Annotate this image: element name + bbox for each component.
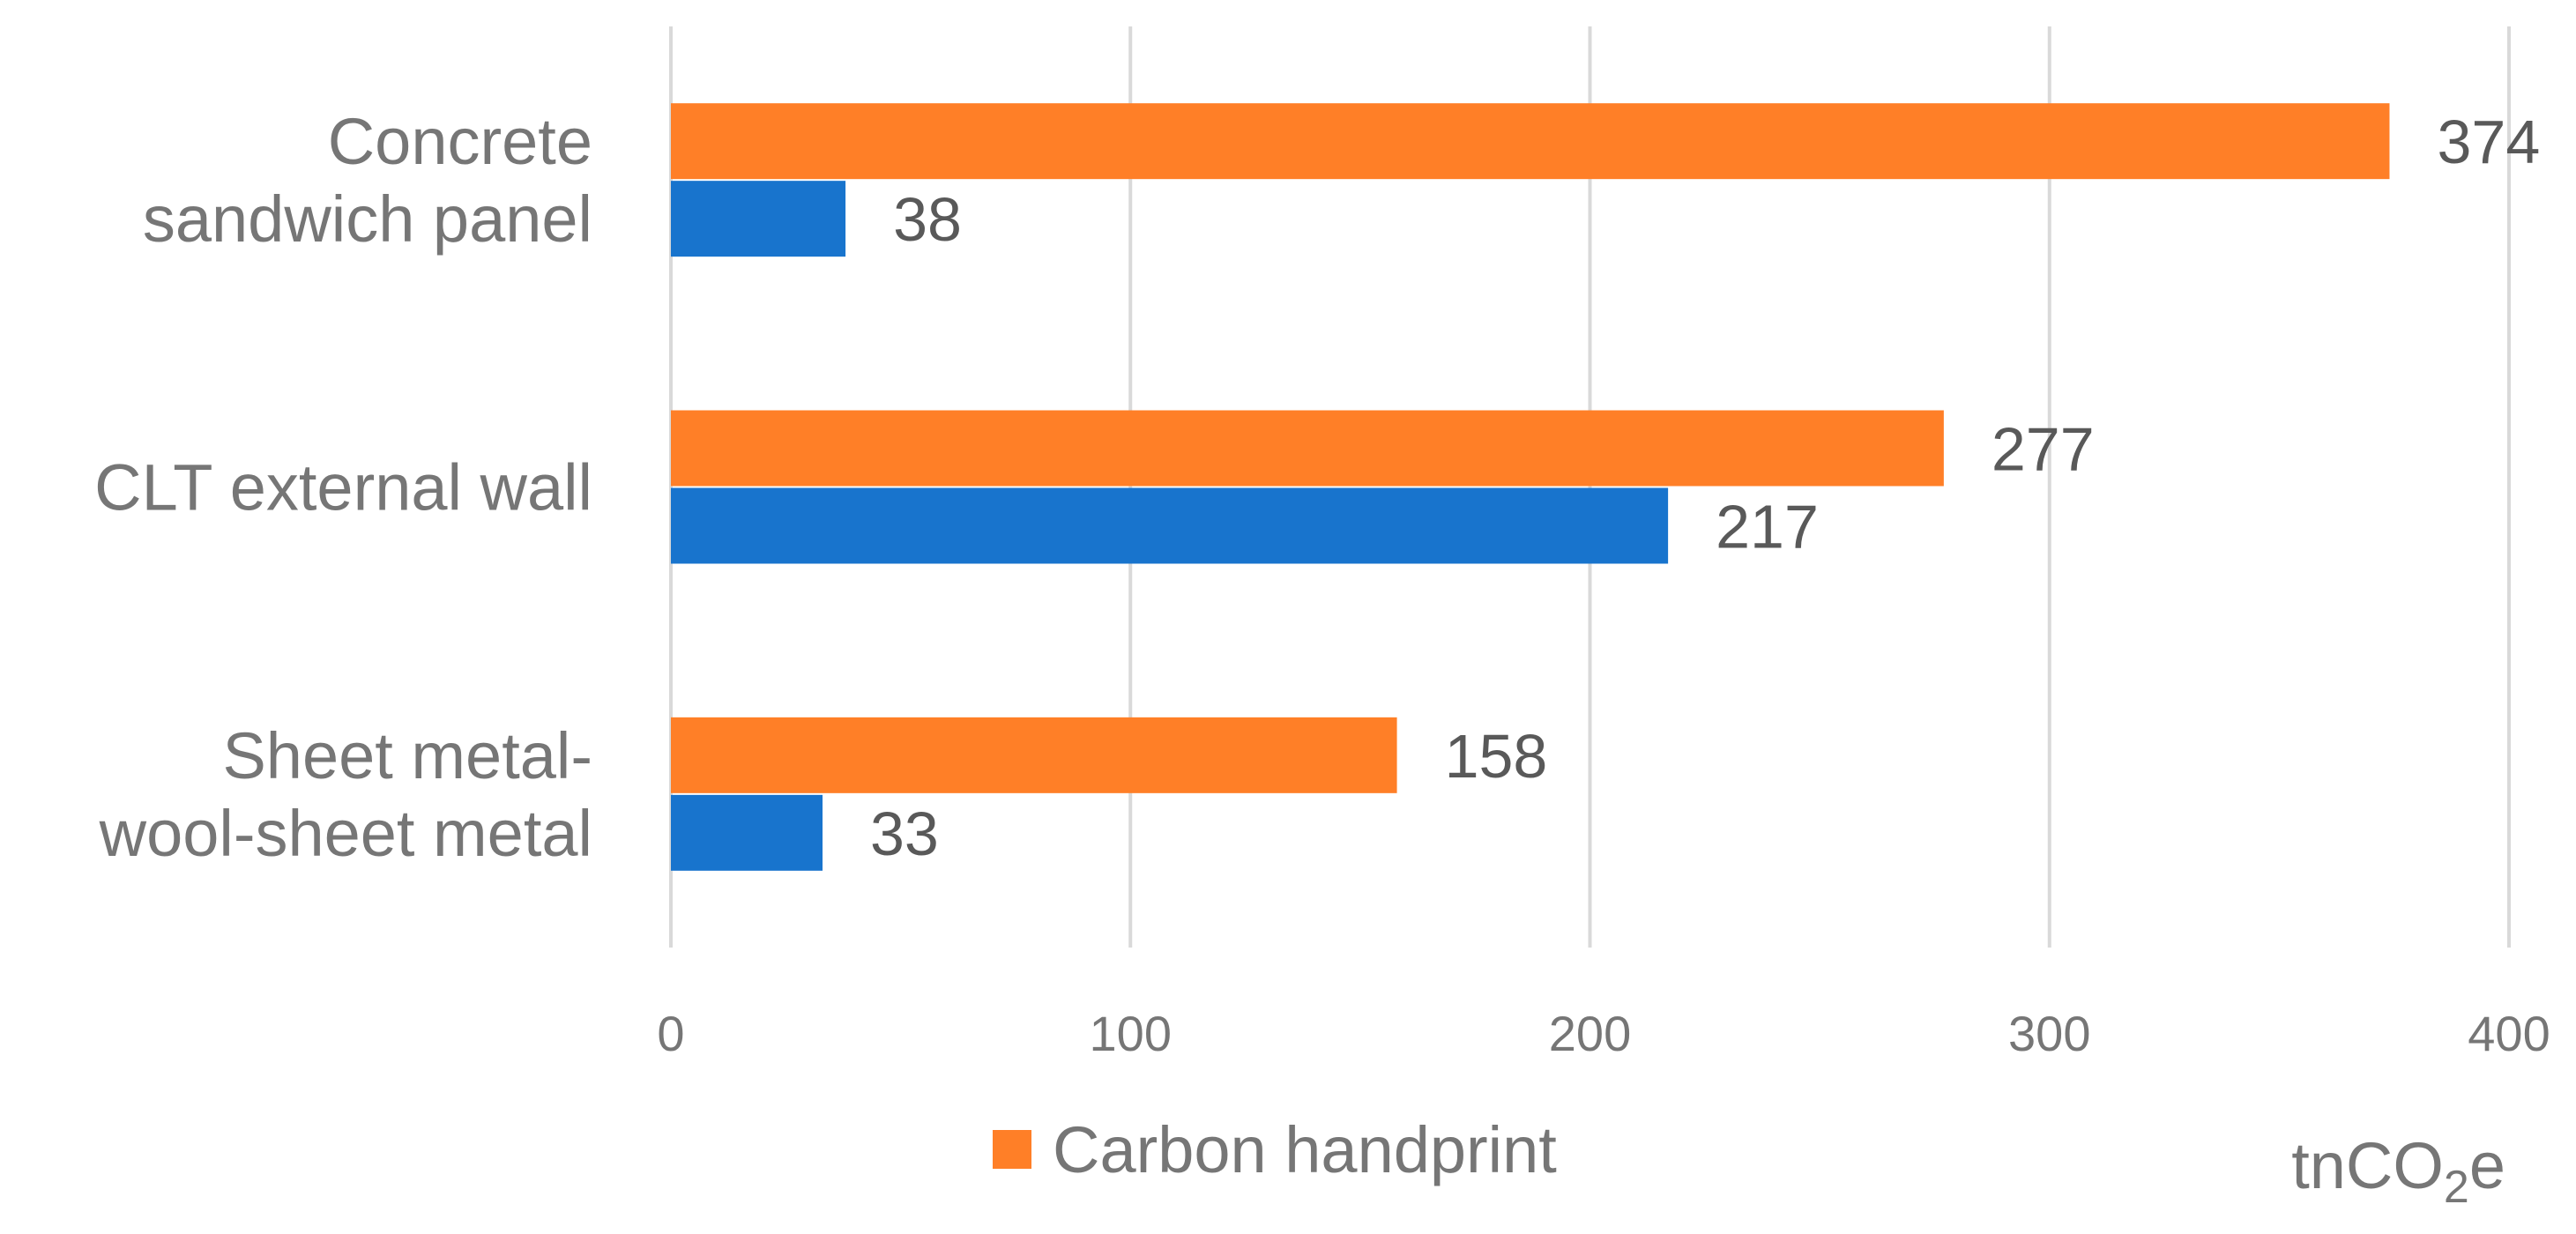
data-label-series0-cat0: 374 <box>2437 108 2540 176</box>
category-label-line: CLT external wall <box>94 451 592 524</box>
category-label-line: wool-sheet metal <box>99 797 592 870</box>
x-axis-tick-labels: 0 100 200 300 400 <box>657 1006 2550 1061</box>
category-label-0: Concrete sandwich panel <box>143 105 592 256</box>
axis-unit-label: tnCO2e <box>2291 1129 2505 1213</box>
legend: Carbon handprint <box>993 1113 1557 1186</box>
data-label-series1-cat2: 33 <box>870 799 939 868</box>
bar-series0-cat0 <box>671 103 2390 180</box>
category-label-line: Sheet metal- <box>222 719 592 792</box>
category-labels: Concrete sandwich panel CLT external wall S… <box>94 105 592 870</box>
x-tick-label-100: 100 <box>1090 1006 1172 1061</box>
bar-series1-cat1 <box>671 487 1669 564</box>
data-label-series0-cat1: 277 <box>1992 415 2095 484</box>
data-label-series1-cat0: 38 <box>893 185 962 254</box>
bar-series0-cat2 <box>671 717 1397 793</box>
bar-series1-cat2 <box>671 794 823 871</box>
unit-suffix: e <box>2469 1129 2505 1202</box>
data-label-series0-cat2: 158 <box>1445 722 1548 791</box>
legend-swatch-carbon-handprint <box>993 1130 1031 1169</box>
category-label-line: sandwich panel <box>143 182 592 256</box>
legend-label-carbon-handprint: Carbon handprint <box>1053 1113 1557 1186</box>
bar-series1-cat0 <box>671 181 846 257</box>
category-label-line: Concrete <box>328 105 592 178</box>
x-tick-label-400: 400 <box>2468 1006 2550 1061</box>
unit-base: tnCO <box>2291 1129 2444 1202</box>
bars <box>671 103 2390 871</box>
bar-series0-cat1 <box>671 410 1944 487</box>
gridlines <box>669 26 2511 948</box>
data-labels: 374 38 277 217 158 33 <box>870 108 2540 868</box>
category-label-1: CLT external wall <box>94 451 592 524</box>
category-label-2: Sheet metal-wool-sheet metal <box>99 719 592 870</box>
x-tick-label-200: 200 <box>1549 1006 1631 1061</box>
unit-subscript: 2 <box>2444 1162 2469 1213</box>
data-label-series1-cat1: 217 <box>1716 493 1819 561</box>
x-tick-label-300: 300 <box>2008 1006 2090 1061</box>
x-tick-label-0: 0 <box>657 1006 684 1061</box>
